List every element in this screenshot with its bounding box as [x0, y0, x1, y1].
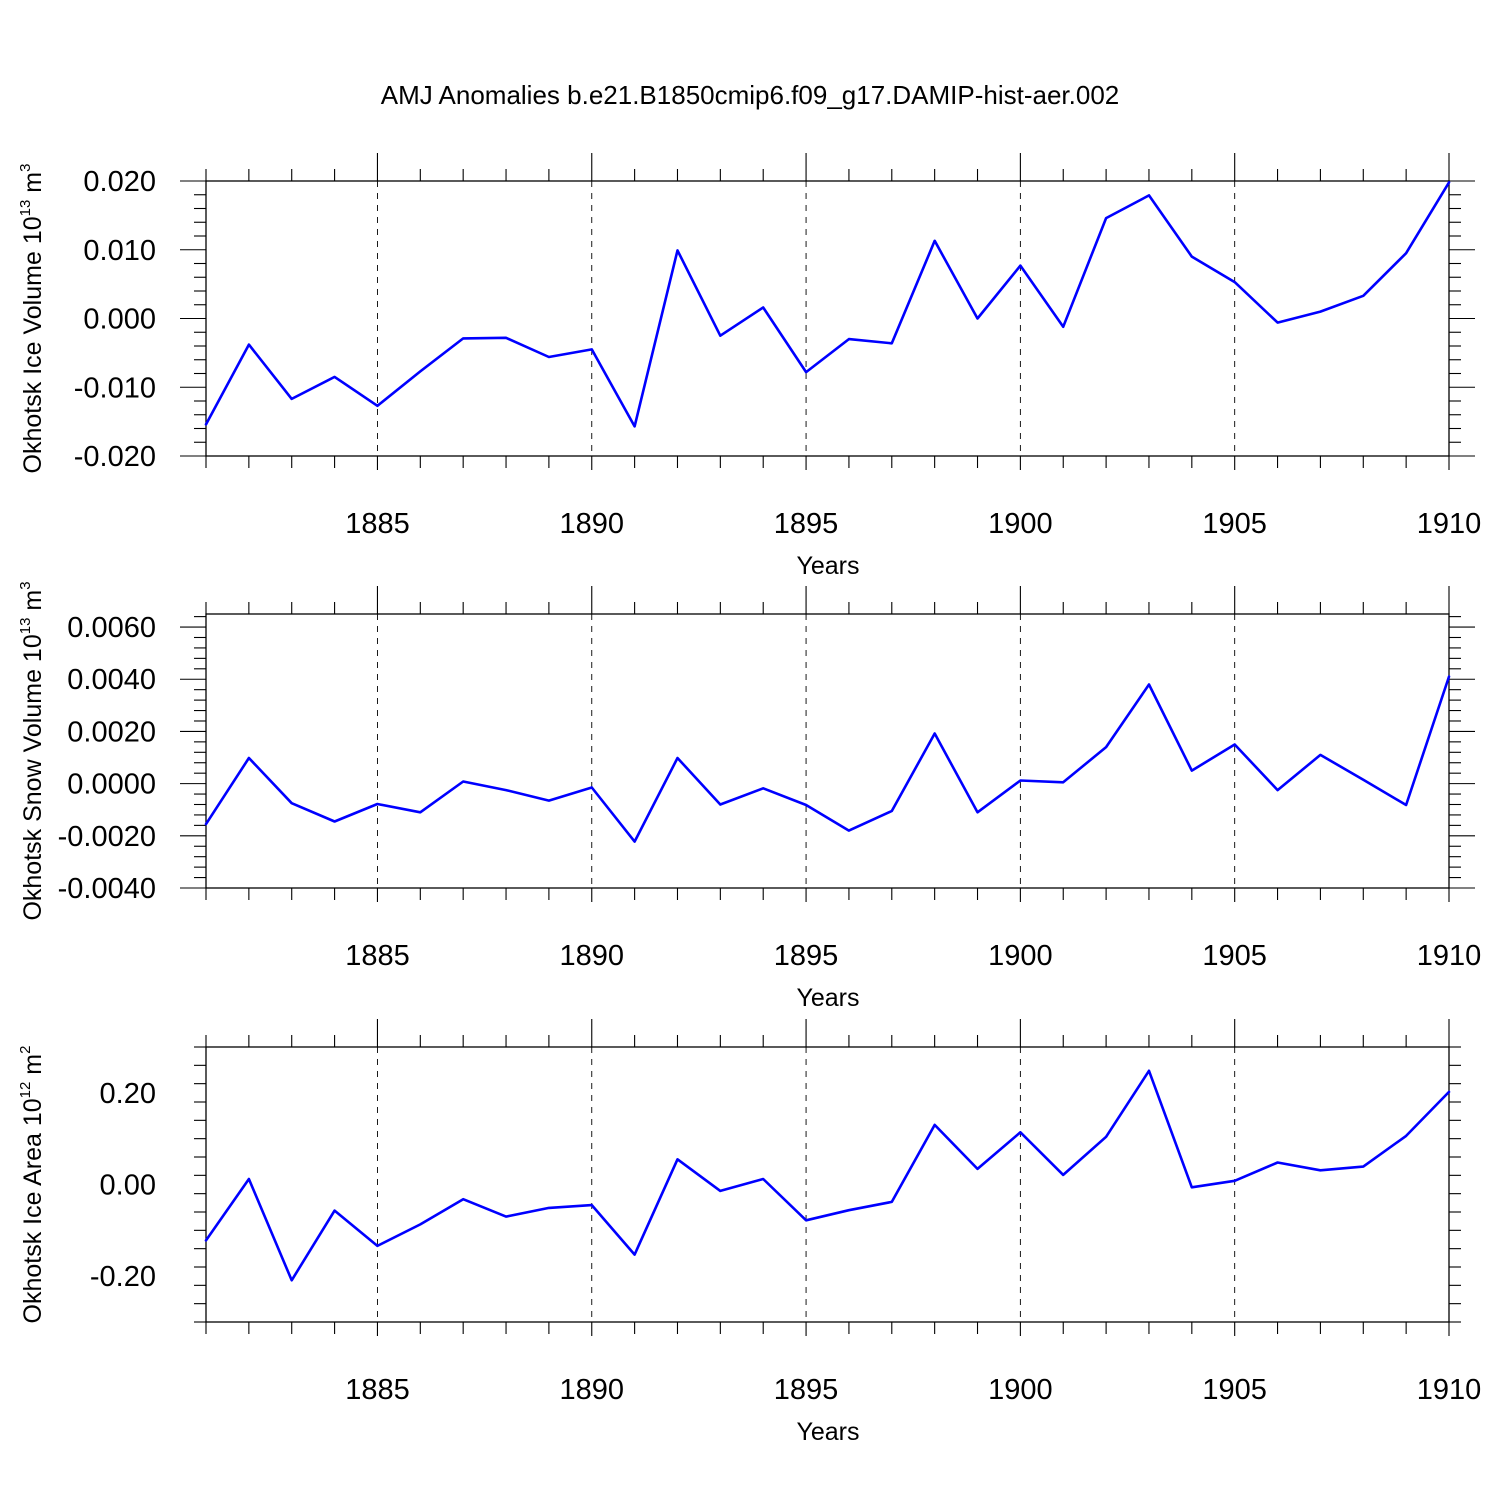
plot-frame	[205, 613, 1450, 889]
y-axis-label-text: Okhotsk Ice Area 10	[19, 1098, 47, 1323]
y-tick-label: 0.00	[100, 1170, 156, 1202]
x-tick-label: 1890	[560, 940, 625, 972]
x-tick-label: 1895	[774, 508, 839, 540]
x-tick-label: 1910	[1417, 508, 1482, 540]
x-tick-label: 1900	[988, 1374, 1053, 1406]
x-tick-label: 1895	[774, 1374, 839, 1406]
plot-frame	[205, 180, 1450, 457]
x-tick-label: 1905	[1202, 940, 1267, 972]
chart-panel-1: -0.020 -0.010 0.000 0.010 0.020 1885 1890 1895 1…	[17, 153, 1481, 580]
y-tick-label: -0.0040	[58, 873, 156, 905]
y-axis-label-unit: m	[19, 1054, 47, 1082]
y-tick-label: 0.000	[83, 304, 156, 336]
y-axis-label-text: Okhotsk Snow Volume 10	[19, 634, 47, 920]
y-axis-label: Okhotsk Ice Volume 1013 m3	[17, 164, 47, 474]
chart-panel-3: -0.20 0.00 0.20 1885 1890 1895 1900 1905 1910 Yea…	[17, 1019, 1481, 1446]
y-tick-label: 0.020	[83, 166, 156, 198]
x-tick-label: 1910	[1417, 940, 1482, 972]
x-axis-label: Years	[796, 552, 859, 580]
chart-panel-2: -0.0040 -0.0020 0.0000 0.0020 0.0040 0.0060 18…	[17, 581, 1481, 1012]
y-axis-label-unit-exponent: 3	[17, 164, 34, 172]
y-tick-label: -0.020	[74, 441, 156, 473]
y-tick-label: -0.010	[74, 372, 156, 404]
x-tick-label: 1885	[345, 940, 410, 972]
y-tick-label: -0.20	[90, 1261, 156, 1293]
y-tick-label: 0.010	[83, 235, 156, 267]
series-line	[204, 675, 1451, 843]
panels: -0.020 -0.010 0.000 0.010 0.020 1885 1890 1895 1…	[17, 153, 1481, 1446]
y-tick-label: 0.0040	[67, 664, 156, 696]
y-tick-label: -0.0020	[58, 821, 156, 853]
y-tick-label: 0.0000	[67, 769, 156, 801]
y-axis-label-text: Okhotsk Ice Volume 10	[19, 216, 47, 473]
y-tick-label: 0.0020	[67, 716, 156, 748]
x-tick-label: 1900	[988, 940, 1053, 972]
y-axis-label: Okhotsk Ice Area 1012 m2	[17, 1046, 47, 1324]
y-tick-label: 0.20	[100, 1078, 156, 1110]
y-axis-label-unit-exponent: 2	[17, 1046, 34, 1054]
x-tick-label: 1890	[560, 508, 625, 540]
y-axis-label-exponent: 12	[17, 1082, 34, 1099]
y-axis-label-exponent: 13	[17, 200, 34, 217]
series-line	[204, 181, 1451, 428]
x-tick-label: 1895	[774, 940, 839, 972]
y-axis-label-exponent: 13	[17, 618, 34, 635]
y-axis-label-unit: m	[19, 172, 47, 200]
x-tick-label: 1905	[1202, 508, 1267, 540]
y-axis-label-unit: m	[19, 590, 47, 618]
series-line	[204, 1069, 1451, 1282]
x-axis-label: Years	[796, 984, 859, 1012]
plot-frame	[205, 1046, 1450, 1323]
x-tick-label: 1905	[1202, 1374, 1267, 1406]
x-tick-label: 1910	[1417, 1374, 1482, 1406]
y-tick-label: 0.0060	[67, 612, 156, 644]
y-axis-label: Okhotsk Snow Volume 1013 m3	[17, 581, 47, 920]
x-axis-label: Years	[796, 1418, 859, 1446]
chart-title: AMJ Anomalies b.e21.B1850cmip6.f09_g17.D…	[381, 80, 1120, 110]
x-tick-label: 1885	[345, 508, 410, 540]
x-tick-label: 1890	[560, 1374, 625, 1406]
y-axis-label-unit-exponent: 3	[17, 581, 34, 589]
x-tick-label: 1885	[345, 1374, 410, 1406]
x-tick-label: 1900	[988, 508, 1053, 540]
